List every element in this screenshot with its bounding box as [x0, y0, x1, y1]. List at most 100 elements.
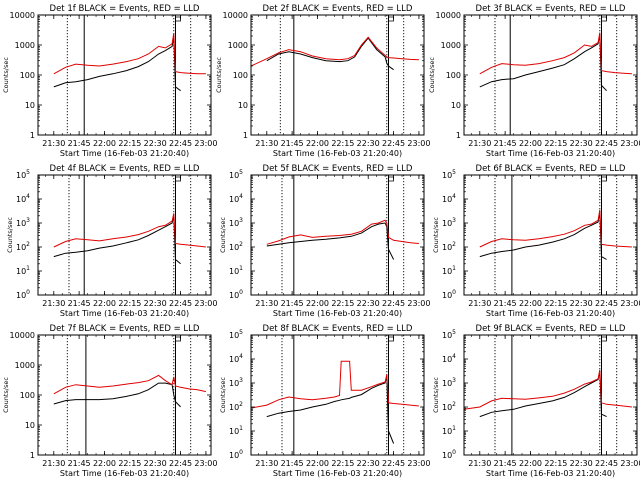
panel-title: Det 2f BLACK = Events, RED = LLD [263, 4, 413, 14]
y-tick-label: 100 [20, 71, 35, 80]
y-axis-label: Counts/sec [219, 217, 227, 253]
detector-panel-4: Det 4f BLACK = Events, RED = LLD 100 101 10… [6, 164, 217, 318]
y-tick-label: 103 [442, 377, 456, 388]
x-tick-label: 22:00 [93, 459, 116, 468]
y-tick-label: 102 [442, 401, 456, 412]
panel-title: Det 4f BLACK = Events, RED = LLD [50, 164, 200, 174]
y-tick-label: 100 [16, 289, 30, 300]
y-axis-label: Counts/sec [428, 57, 436, 93]
series-line-lld [479, 209, 632, 248]
interval-flag [388, 16, 394, 22]
y-tick-label: 10 [25, 101, 35, 110]
plot-frame [463, 174, 638, 296]
plot-frame [250, 174, 425, 296]
x-tick-label: 21:45 [494, 139, 517, 148]
detector-panel-8: Det 8f BLACK = Events, RED = LLD 100 101 10… [219, 324, 430, 478]
x-axis-label: Start Time (16-Feb-03 21:20:40) [60, 469, 189, 478]
series-line-lld [463, 369, 632, 410]
y-tick-label: 100 [233, 71, 248, 80]
x-tick-label: 21:30 [42, 139, 65, 148]
x-tick-label: 23:00 [620, 299, 640, 308]
y-tick-label: 100 [446, 71, 461, 80]
x-tick-label: 21:45 [494, 299, 517, 308]
plot-frame [250, 334, 425, 456]
y-tick-label: 100 [20, 391, 35, 400]
x-tick-label: 23:00 [620, 139, 640, 148]
x-tick-label: 22:45 [382, 139, 405, 148]
y-tick-label: 103 [229, 217, 243, 228]
series-line-events [266, 37, 394, 71]
x-tick-label: 22:30 [570, 459, 593, 468]
series-line-events [53, 382, 181, 408]
interval-flag [601, 176, 607, 182]
y-tick-label: 101 [229, 425, 243, 436]
y-tick-label: 10000 [436, 11, 461, 20]
y-tick-label: 103 [229, 377, 243, 388]
x-tick-label: 21:45 [68, 139, 91, 148]
x-tick-label: 22:30 [357, 139, 380, 148]
interval-flag [388, 176, 394, 182]
y-tick-label: 105 [16, 169, 30, 180]
y-tick-label: 103 [16, 217, 30, 228]
y-tick-label: 102 [442, 241, 456, 252]
y-tick-label: 102 [16, 241, 30, 252]
x-tick-label: 22:00 [519, 459, 542, 468]
x-tick-label: 22:15 [331, 139, 354, 148]
x-tick-label: 23:00 [194, 139, 217, 148]
y-tick-label: 1000 [441, 41, 461, 50]
panel-title: Det 6f BLACK = Events, RED = LLD [476, 164, 626, 174]
x-tick-label: 21:30 [42, 299, 65, 308]
y-tick-label: 10000 [223, 11, 248, 20]
x-tick-label: 22:00 [306, 139, 329, 148]
y-tick-label: 100 [229, 289, 243, 300]
y-tick-label: 10 [451, 101, 461, 110]
y-tick-label: 105 [229, 329, 243, 340]
series-line-events [479, 371, 607, 418]
panel-title: Det 8f BLACK = Events, RED = LLD [263, 324, 413, 334]
x-tick-label: 22:45 [382, 299, 405, 308]
plot-frame [463, 334, 638, 456]
x-tick-label: 21:45 [68, 459, 91, 468]
x-tick-label: 23:00 [407, 459, 430, 468]
series-line-events [479, 211, 607, 260]
series-line-lld [479, 32, 632, 75]
plot-frame [37, 14, 212, 136]
x-tick-label: 22:30 [357, 299, 380, 308]
series-line-lld [250, 360, 419, 409]
y-tick-label: 1 [456, 131, 461, 140]
y-tick-label: 101 [442, 425, 456, 436]
x-tick-label: 21:45 [494, 459, 517, 468]
x-tick-label: 23:00 [194, 299, 217, 308]
x-tick-label: 22:00 [306, 299, 329, 308]
detector-panel-3: Det 3f BLACK = Events, RED = LLD 1 10 100 10… [428, 4, 640, 158]
y-tick-label: 104 [442, 193, 456, 204]
y-tick-label: 101 [16, 265, 30, 276]
x-tick-label: 22:45 [169, 299, 192, 308]
series-line-lld [53, 374, 207, 395]
x-tick-label: 22:30 [144, 299, 167, 308]
y-tick-label: 101 [442, 265, 456, 276]
x-tick-label: 22:45 [169, 139, 192, 148]
y-axis-label: Counts/sec [2, 377, 10, 413]
y-tick-label: 100 [442, 289, 456, 300]
y-tick-label: 100 [229, 449, 243, 460]
x-axis-label: Start Time (16-Feb-03 21:20:40) [273, 469, 402, 478]
x-tick-label: 21:30 [255, 299, 278, 308]
y-tick-label: 103 [442, 217, 456, 228]
y-tick-label: 102 [229, 401, 243, 412]
x-tick-label: 22:45 [595, 459, 618, 468]
x-tick-label: 22:15 [544, 139, 567, 148]
detector-panel-6: Det 6f BLACK = Events, RED = LLD 100 101 10… [432, 164, 640, 318]
x-tick-label: 22:00 [93, 139, 116, 148]
panel-title: Det 1f BLACK = Events, RED = LLD [50, 4, 200, 14]
y-tick-label: 101 [229, 265, 243, 276]
y-tick-label: 10000 [10, 331, 35, 340]
x-tick-label: 21:45 [281, 139, 304, 148]
interval-flag [175, 336, 181, 342]
detector-panel-2: Det 2f BLACK = Events, RED = LLD 1 10 100 10… [215, 4, 430, 158]
x-tick-label: 23:00 [407, 139, 430, 148]
x-tick-label: 23:00 [194, 459, 217, 468]
y-tick-label: 102 [229, 241, 243, 252]
interval-flag [388, 336, 394, 342]
series-line-lld [250, 36, 419, 67]
